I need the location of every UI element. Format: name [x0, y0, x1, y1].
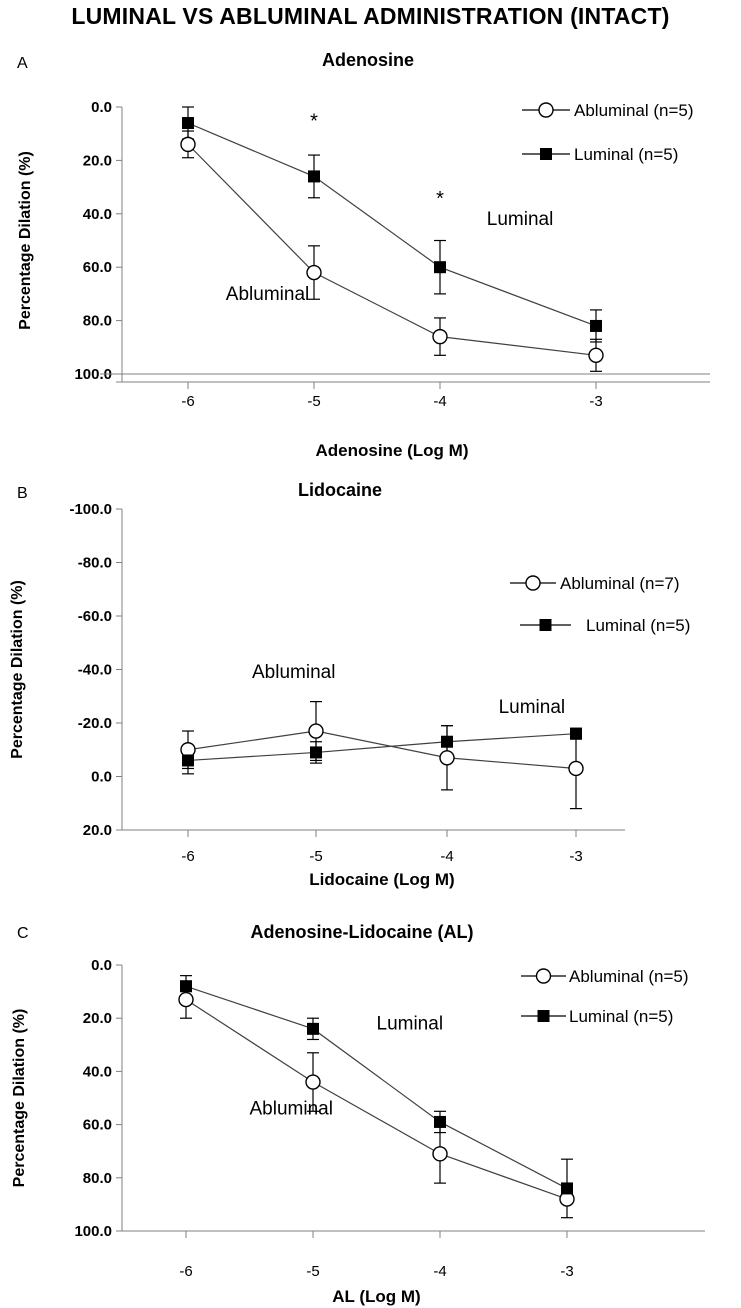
panel-letter: A	[17, 55, 28, 72]
legend-marker-abluminal	[538, 102, 554, 118]
series-line-abluminal	[185, 999, 568, 1200]
data-point-abluminal	[568, 760, 584, 777]
data-point-luminal	[182, 754, 194, 767]
chart-panel-adenosine-lidocaine: C Adenosine-Lidocaine (AL) 0.0 20.0 40.0 60.0…	[0, 910, 741, 1308]
data-point-abluminal	[308, 723, 324, 739]
y-tick-label: -80.0	[78, 555, 112, 572]
y-axis-label: Percentage Dilation (%)	[11, 1009, 28, 1188]
y-axis-label: Percentage Dilation (%)	[17, 151, 34, 330]
annotation-abluminal: Abluminal	[252, 662, 335, 683]
data-point-abluminal	[432, 328, 448, 345]
annotation-abluminal: Abluminal	[226, 284, 309, 305]
legend-marker-luminal	[540, 148, 552, 160]
series-line-luminal	[187, 122, 597, 327]
x-tick-label: -3	[589, 393, 602, 410]
data-point-abluminal	[439, 750, 455, 766]
page-title: LUMINAL VS ABLUMINAL ADMINISTRATION (INT…	[71, 3, 670, 29]
x-tick-label: -5	[309, 848, 322, 865]
y-tick-label: 80.0	[83, 1170, 112, 1187]
data-point-abluminal	[178, 991, 194, 1008]
legend-label-abluminal: Abluminal (n=7)	[560, 574, 680, 593]
data-point-luminal	[307, 1022, 319, 1035]
data-point-luminal	[180, 980, 192, 993]
x-tick-label: -5	[307, 393, 320, 410]
y-tick-label: -60.0	[78, 608, 112, 625]
y-tick-label: 80.0	[83, 313, 112, 330]
x-tick-label: -4	[433, 1263, 446, 1280]
legend-label-luminal: Luminal (n=5)	[574, 145, 678, 164]
data-point-luminal	[182, 117, 194, 130]
data-point-luminal	[434, 1115, 446, 1128]
data-point-luminal	[310, 746, 322, 759]
x-axis-label: AL (Log M)	[332, 1287, 420, 1306]
legend-label-luminal: Luminal (n=5)	[586, 616, 690, 635]
y-tick-label: 20.0	[83, 822, 112, 839]
data-point-luminal	[570, 727, 582, 740]
x-tick-label: -4	[440, 848, 453, 865]
y-tick-label: 40.0	[83, 1063, 112, 1080]
data-point-luminal	[441, 735, 453, 748]
y-tick-label: 60.0	[83, 259, 112, 276]
y-tick-label: -100.0	[69, 501, 112, 518]
legend-label-abluminal: Abluminal (n=5)	[574, 101, 694, 120]
chart-title: Lidocaine	[298, 480, 382, 500]
chart-svg-adenosine: A Adenosine 0.0 20.0 40.0 60.0 80.0 100.0 -6 -5 -4…	[17, 50, 710, 460]
chart-svg-adenosine-lidocaine: C Adenosine-Lidocaine (AL) 0.0 20.0 40.0 60.0…	[11, 922, 705, 1306]
series-line-abluminal	[187, 730, 577, 770]
legend-label-abluminal: Abluminal (n=5)	[569, 967, 689, 986]
x-tick-label: -5	[306, 1263, 319, 1280]
chart-title: Adenosine-Lidocaine (AL)	[250, 922, 473, 942]
y-tick-label: 0.0	[91, 99, 112, 116]
series-line-abluminal	[187, 143, 597, 356]
y-tick-label: 40.0	[83, 206, 112, 223]
data-point-abluminal	[588, 347, 604, 364]
data-point-luminal	[590, 319, 602, 332]
series-line-luminal	[185, 985, 568, 1189]
x-tick-label: -6	[181, 848, 194, 865]
x-axis-label: Adenosine (Log M)	[316, 441, 469, 460]
y-tick-label: 20.0	[83, 152, 112, 169]
annotation-luminal: Luminal	[377, 1014, 444, 1035]
chart-title: Adenosine	[322, 50, 414, 70]
data-point-abluminal	[305, 1074, 321, 1090]
annotation-luminal: Luminal	[487, 209, 554, 230]
x-tick-label: -6	[181, 393, 194, 410]
y-tick-label: 0.0	[91, 957, 112, 974]
data-point-luminal	[308, 170, 320, 183]
annotation-luminal: Luminal	[499, 697, 566, 718]
y-tick-label: -20.0	[78, 715, 112, 732]
data-point-abluminal	[180, 136, 196, 153]
series-line-luminal	[187, 733, 577, 762]
significance-marker: *	[310, 111, 318, 133]
panel-letter: C	[17, 925, 29, 942]
data-point-abluminal	[432, 1146, 448, 1162]
significance-marker: *	[436, 188, 444, 210]
legend-label-luminal: Luminal (n=5)	[569, 1007, 673, 1026]
y-axis-label: Percentage Dilation (%)	[9, 580, 26, 759]
legend-marker-luminal	[539, 619, 552, 631]
data-point-abluminal	[306, 264, 322, 281]
y-tick-label: 100.0	[74, 366, 112, 383]
data-point-luminal	[561, 1182, 573, 1195]
x-tick-label: -3	[569, 848, 582, 865]
y-tick-label: -40.0	[78, 662, 112, 679]
panel-letter: B	[17, 485, 28, 502]
y-tick-label: 0.0	[91, 769, 112, 786]
legend-marker-abluminal	[525, 575, 541, 591]
x-tick-label: -3	[560, 1263, 573, 1280]
chart-panel-lidocaine: B Lidocaine -100.0 -80.0 -60.0 -40.0 -20.0 0.0 2…	[0, 478, 741, 898]
annotation-abluminal: Abluminal	[250, 1099, 333, 1120]
x-axis-label: Lidocaine (Log M)	[309, 870, 454, 889]
chart-panel-adenosine: A Adenosine 0.0 20.0 40.0 60.0 80.0 100.0 -6 -5 -4…	[0, 48, 741, 466]
x-tick-label: -4	[433, 393, 446, 410]
legend-marker-luminal	[537, 1010, 550, 1022]
y-tick-label: 60.0	[83, 1117, 112, 1134]
chart-svg-lidocaine: B Lidocaine -100.0 -80.0 -60.0 -40.0 -20.0 0.0 2…	[9, 480, 690, 889]
data-point-luminal	[434, 261, 446, 274]
legend-marker-abluminal	[535, 968, 552, 984]
x-tick-label: -6	[179, 1263, 192, 1280]
y-tick-label: 100.0	[74, 1223, 112, 1240]
y-tick-label: 20.0	[83, 1010, 112, 1027]
